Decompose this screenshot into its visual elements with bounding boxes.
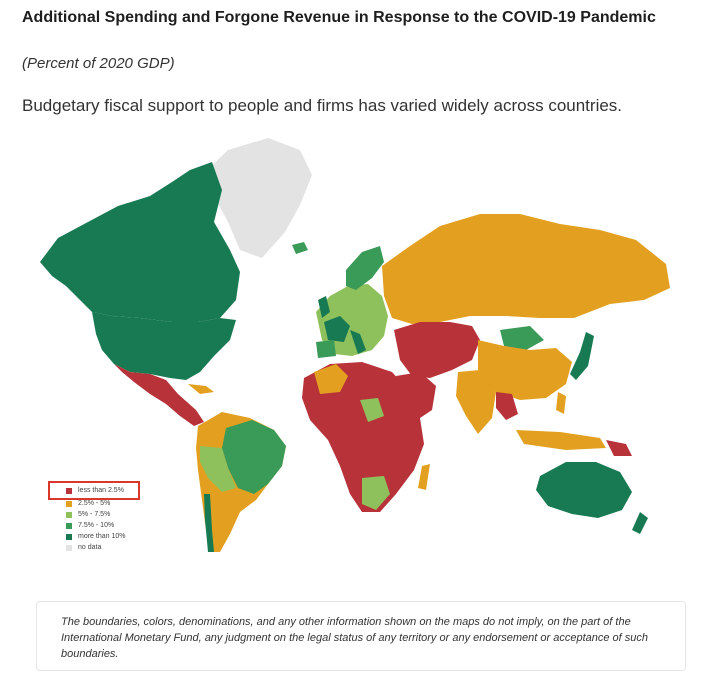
legend-item: 2.5% - 5%	[52, 498, 172, 509]
region-usa	[92, 312, 236, 380]
region-chile	[204, 494, 214, 552]
region-spain	[316, 340, 336, 358]
region-se-asia	[496, 392, 518, 420]
region-caribbean	[188, 384, 214, 394]
legend-item: less than 2.5%	[48, 481, 140, 500]
region-new-zealand	[632, 512, 648, 534]
legend-label: 7.5% - 10%	[78, 522, 115, 529]
region-africa	[302, 362, 424, 512]
region-mongolia	[500, 326, 544, 350]
legend-swatch	[66, 487, 72, 494]
legend-item: no data	[52, 542, 172, 553]
region-mexico	[114, 364, 204, 426]
region-greenland	[205, 138, 312, 258]
region-png	[606, 440, 632, 456]
legend-label: 2.5% - 5%	[78, 500, 111, 507]
page-title: Additional Spending and Forgone Revenue …	[22, 9, 656, 26]
region-north-africa	[314, 364, 348, 394]
page-description: Budgetary fiscal support to people and f…	[22, 96, 623, 115]
region-scandinavia	[346, 246, 384, 290]
legend-swatch	[66, 533, 72, 540]
region-southern-africa	[362, 476, 390, 510]
legend-label: no data	[78, 544, 102, 551]
region-brazil	[222, 420, 286, 494]
region-central-africa	[360, 398, 384, 422]
map-legend: less than 2.5% 2.5% - 5% 5% - 7.5% 7.5% - 1…	[48, 481, 172, 553]
legend-label: more than 10%	[78, 533, 126, 540]
region-australia	[536, 462, 632, 518]
region-canada	[40, 162, 240, 322]
region-japan	[570, 332, 594, 380]
legend-label: less than 2.5%	[78, 487, 124, 494]
legend-swatch	[66, 511, 72, 518]
region-madagascar	[418, 464, 430, 490]
page-subtitle: (Percent of 2020 GDP)	[22, 55, 175, 72]
legend-item: 5% - 7.5%	[52, 509, 172, 520]
legend-swatch	[66, 544, 72, 551]
region-italy	[350, 330, 366, 354]
region-iceland	[292, 242, 308, 254]
disclaimer-box: The boundaries, colors, denominations, a…	[36, 601, 686, 671]
region-indonesia	[516, 430, 606, 450]
legend-label: 5% - 7.5%	[78, 511, 111, 518]
region-france	[324, 316, 350, 342]
legend-item: 7.5% - 10%	[52, 520, 172, 531]
region-andes	[200, 446, 236, 492]
region-china	[478, 340, 572, 400]
region-middle-east	[394, 322, 480, 378]
legend-swatch	[66, 500, 72, 507]
region-philippines	[556, 392, 566, 414]
region-india	[456, 370, 496, 434]
region-uk	[318, 296, 330, 318]
legend-swatch	[66, 522, 72, 529]
legend-item: more than 10%	[52, 531, 172, 542]
region-russia	[382, 214, 670, 324]
disclaimer-text: The boundaries, colors, denominations, a…	[61, 616, 649, 660]
